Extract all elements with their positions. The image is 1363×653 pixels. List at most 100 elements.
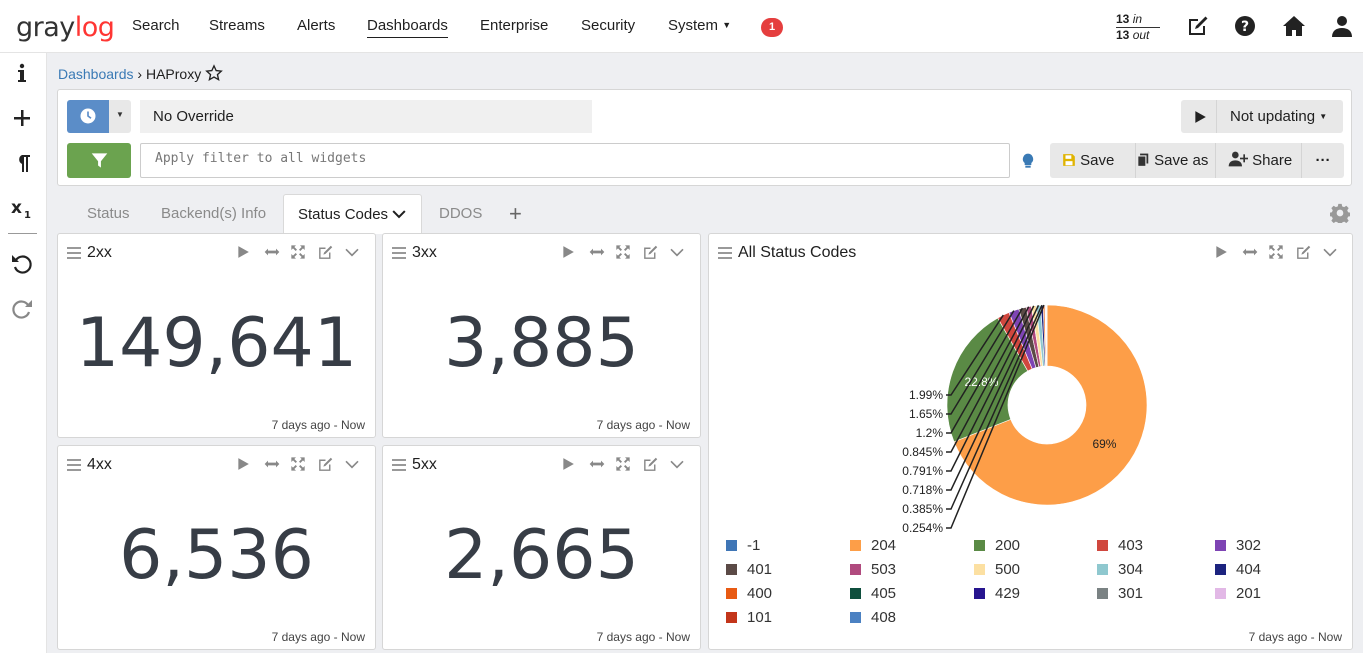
- breadcrumb-dashboards-link[interactable]: Dashboards: [58, 66, 134, 82]
- pie-leader-line: [946, 304, 1045, 529]
- play-icon[interactable]: [236, 244, 254, 262]
- chevron-down-icon[interactable]: [669, 456, 687, 474]
- drag-handle-icon[interactable]: [67, 247, 81, 259]
- expand-horizontal-icon[interactable]: [588, 456, 606, 474]
- legend-item-429[interactable]: 429: [974, 585, 1020, 602]
- edit-icon[interactable]: [642, 244, 660, 262]
- timerange-display[interactable]: No Override: [140, 100, 592, 133]
- undo-icon[interactable]: [10, 251, 34, 275]
- save-button[interactable]: Save: [1050, 143, 1136, 178]
- legend-item-503[interactable]: 503: [850, 561, 896, 578]
- fullscreen-icon[interactable]: [615, 456, 633, 474]
- legend-item-405[interactable]: 405: [850, 585, 896, 602]
- edit-icon[interactable]: [317, 456, 335, 474]
- play-icon[interactable]: [1214, 244, 1232, 262]
- nav-streams[interactable]: Streams: [209, 17, 265, 34]
- redo-icon[interactable]: [10, 296, 34, 320]
- edit-icon[interactable]: [642, 456, 660, 474]
- legend-item-408[interactable]: 408: [850, 609, 896, 626]
- paragraph-icon[interactable]: [10, 151, 34, 175]
- tab-status-codes[interactable]: Status Codes: [283, 194, 422, 234]
- nav-enterprise[interactable]: Enterprise: [480, 17, 549, 34]
- favorite-star-icon[interactable]: [205, 64, 223, 82]
- throughput-in-label: in: [1132, 12, 1143, 26]
- edit-icon[interactable]: [1295, 244, 1313, 262]
- add-tab-button[interactable]: +: [509, 201, 522, 226]
- gear-icon[interactable]: [1330, 203, 1350, 223]
- expand-horizontal-icon[interactable]: [588, 244, 606, 262]
- info-icon[interactable]: [10, 61, 34, 85]
- refresh-label[interactable]: Not updating ▼: [1230, 100, 1327, 133]
- user-icon[interactable]: [1330, 14, 1354, 38]
- legend-item-404[interactable]: 404: [1215, 561, 1261, 578]
- expand-horizontal-icon[interactable]: [263, 456, 281, 474]
- drag-handle-icon[interactable]: [718, 247, 732, 259]
- save-as-button[interactable]: Save as: [1136, 143, 1216, 178]
- chevron-down-icon[interactable]: [344, 244, 362, 262]
- tab-backends-info[interactable]: Backend(s) Info: [161, 205, 267, 222]
- drag-handle-icon[interactable]: [392, 459, 406, 471]
- play-icon[interactable]: [236, 456, 254, 474]
- expand-horizontal-icon[interactable]: [1241, 244, 1259, 262]
- share-button[interactable]: Share: [1216, 143, 1302, 178]
- pie-slice-200[interactable]: [946, 317, 1029, 443]
- legend-item-400[interactable]: 400: [726, 585, 772, 602]
- nav-dashboards[interactable]: Dashboards: [367, 17, 448, 38]
- legend-item-304[interactable]: 304: [1097, 561, 1143, 578]
- expand-horizontal-icon[interactable]: [263, 244, 281, 262]
- more-actions-button[interactable]: ···: [1315, 152, 1331, 169]
- lightbulb-icon[interactable]: [1020, 153, 1036, 169]
- svg-text:?: ?: [1241, 19, 1249, 35]
- widget-timerange: 7 days ago - Now: [596, 630, 690, 644]
- chevron-down-icon[interactable]: [669, 244, 687, 262]
- home-icon[interactable]: [1282, 14, 1306, 38]
- play-icon[interactable]: [561, 456, 579, 474]
- drag-handle-icon[interactable]: [67, 459, 81, 471]
- legend-item-200[interactable]: 200: [974, 537, 1020, 554]
- legend-swatch: [974, 588, 985, 599]
- nav-search[interactable]: Search: [132, 17, 180, 34]
- tab-ddos[interactable]: DDOS: [439, 205, 483, 222]
- pie-slice-204[interactable]: [953, 304, 1148, 506]
- legend-item-301[interactable]: 301: [1097, 585, 1143, 602]
- graylog-logo[interactable]: graylog: [16, 12, 115, 43]
- refresh-control[interactable]: Not updating ▼: [1181, 100, 1343, 133]
- drag-handle-icon[interactable]: [392, 247, 406, 259]
- edit-icon[interactable]: [1186, 14, 1210, 38]
- legend-item-201[interactable]: 201: [1215, 585, 1261, 602]
- caret-down-icon: ▼: [722, 20, 732, 30]
- notification-badge[interactable]: 1: [761, 18, 783, 37]
- nav-system[interactable]: System ▼: [668, 17, 731, 34]
- widget-5xx: 5xx 2,665 7 days ago - Now: [382, 445, 701, 650]
- widget-value: 6,536: [119, 516, 314, 595]
- pie-label-404: 0.385%: [902, 502, 943, 516]
- fullscreen-icon[interactable]: [615, 244, 633, 262]
- tab-status[interactable]: Status: [87, 205, 130, 222]
- legend-item-302[interactable]: 302: [1215, 537, 1261, 554]
- fullscreen-icon[interactable]: [290, 456, 308, 474]
- edit-icon[interactable]: [317, 244, 335, 262]
- help-icon[interactable]: ?: [1233, 14, 1257, 38]
- nav-alerts[interactable]: Alerts: [297, 17, 336, 34]
- fullscreen-icon[interactable]: [1268, 244, 1286, 262]
- chevron-down-icon[interactable]: [344, 456, 362, 474]
- legend-item-403[interactable]: 403: [1097, 537, 1143, 554]
- apply-filter-button[interactable]: [67, 143, 131, 178]
- legend-item-401[interactable]: 401: [726, 561, 772, 578]
- legend-item--1[interactable]: -1: [726, 537, 760, 554]
- play-icon[interactable]: [561, 244, 579, 262]
- filter-input[interactable]: Apply filter to all widgets: [140, 143, 1010, 178]
- pie-leader-line: [946, 306, 1030, 453]
- nav-security[interactable]: Security: [581, 17, 636, 34]
- chevron-down-icon[interactable]: [1322, 244, 1340, 262]
- timerange-dropdown[interactable]: ▼: [109, 100, 131, 133]
- pie-leader-line: [946, 305, 1035, 472]
- legend-item-500[interactable]: 500: [974, 561, 1020, 578]
- plus-icon[interactable]: [10, 106, 34, 130]
- fullscreen-icon[interactable]: [290, 244, 308, 262]
- legend-item-101[interactable]: 101: [726, 609, 772, 626]
- legend-item-204[interactable]: 204: [850, 537, 896, 554]
- timerange-button[interactable]: [67, 100, 109, 133]
- play-button[interactable]: [1181, 100, 1217, 133]
